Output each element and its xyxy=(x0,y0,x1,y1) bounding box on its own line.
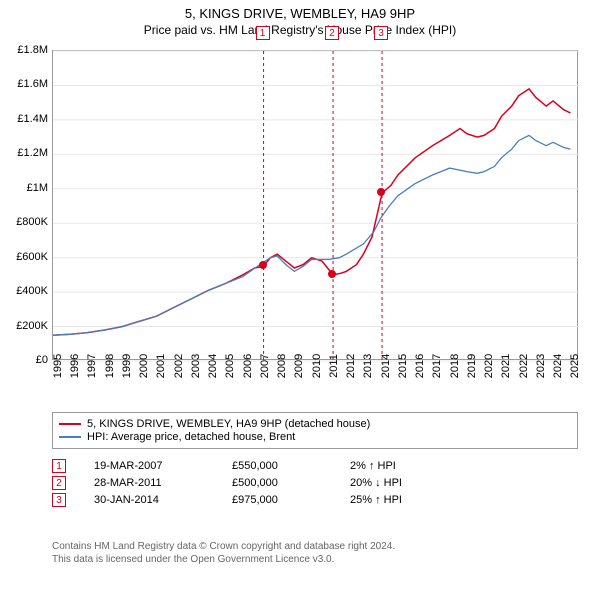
x-tick-label: 1995 xyxy=(52,354,64,378)
sales-row-1: 1 19-MAR-2007 £550,000 2% ↑ HPI xyxy=(52,459,440,473)
sales-row-3: 3 30-JAN-2014 £975,000 25% ↑ HPI xyxy=(52,493,440,507)
sale-marker-1: 1 xyxy=(256,26,270,40)
chart-container: 5, KINGS DRIVE, WEMBLEY, HA9 9HP Price p… xyxy=(0,0,600,590)
sale-date: 19-MAR-2007 xyxy=(94,460,204,472)
y-tick-label: £1M xyxy=(0,182,48,194)
x-tick-label: 2024 xyxy=(552,354,564,378)
y-tick-label: £0 xyxy=(0,354,48,366)
y-tick-label: £400K xyxy=(0,285,48,297)
x-tick-label: 2025 xyxy=(569,354,581,378)
footer-attribution: Contains HM Land Registry data © Crown c… xyxy=(52,540,395,566)
footer-line2: This data is licensed under the Open Gov… xyxy=(52,553,395,566)
sale-date: 30-JAN-2014 xyxy=(94,494,204,506)
x-tick-label: 1998 xyxy=(104,354,116,378)
chart-title: 5, KINGS DRIVE, WEMBLEY, HA9 9HP xyxy=(0,0,600,21)
sales-table: 1 19-MAR-2007 £550,000 2% ↑ HPI 2 28-MAR-2011… xyxy=(52,456,440,510)
x-tick-label: 2023 xyxy=(535,354,547,378)
sale-point-2 xyxy=(328,270,336,278)
sale-point-3 xyxy=(377,188,385,196)
x-tick-label: 2018 xyxy=(449,354,461,378)
sale-delta: 2% ↑ HPI xyxy=(350,460,440,472)
sale-price: £975,000 xyxy=(232,494,322,506)
sale-delta: 25% ↑ HPI xyxy=(350,494,440,506)
x-tick-label: 2005 xyxy=(224,354,236,378)
legend-swatch xyxy=(59,436,81,438)
chart-svg xyxy=(53,51,579,361)
x-tick-label: 2010 xyxy=(311,354,323,378)
x-tick-label: 2017 xyxy=(431,354,443,378)
x-tick-label: 2020 xyxy=(483,354,495,378)
x-tick-label: 2004 xyxy=(207,354,219,378)
x-tick-label: 2014 xyxy=(380,354,392,378)
legend: 5, KINGS DRIVE, WEMBLEY, HA9 9HP (detach… xyxy=(52,412,578,449)
x-tick-label: 2016 xyxy=(414,354,426,378)
sale-marker-box: 2 xyxy=(52,476,66,490)
sales-row-2: 2 28-MAR-2011 £500,000 20% ↓ HPI xyxy=(52,476,440,490)
x-tick-label: 1997 xyxy=(86,354,98,378)
sale-date: 28-MAR-2011 xyxy=(94,477,204,489)
sale-marker-box: 3 xyxy=(52,493,66,507)
x-tick-label: 2008 xyxy=(276,354,288,378)
x-tick-label: 1996 xyxy=(69,354,81,378)
sale-delta: 20% ↓ HPI xyxy=(350,477,440,489)
sale-marker-box: 1 xyxy=(52,459,66,473)
y-tick-label: £600K xyxy=(0,251,48,263)
series-price_paid xyxy=(53,89,570,335)
sale-price: £550,000 xyxy=(232,460,322,472)
legend-item-hpi: HPI: Average price, detached house, Bren… xyxy=(59,431,571,443)
x-tick-label: 2011 xyxy=(328,354,340,378)
x-tick-label: 2000 xyxy=(138,354,150,378)
sale-marker-3: 3 xyxy=(374,26,388,40)
sale-point-1 xyxy=(259,261,267,269)
sale-marker-2: 2 xyxy=(325,26,339,40)
y-tick-label: £1.8M xyxy=(0,44,48,56)
y-tick-label: £1.6M xyxy=(0,78,48,90)
x-tick-label: 2022 xyxy=(518,354,530,378)
legend-label: 5, KINGS DRIVE, WEMBLEY, HA9 9HP (detach… xyxy=(87,418,370,430)
y-tick-label: £1.4M xyxy=(0,113,48,125)
x-tick-label: 1999 xyxy=(121,354,133,378)
y-tick-label: £1.2M xyxy=(0,147,48,159)
x-tick-label: 2001 xyxy=(155,354,167,378)
x-tick-label: 2021 xyxy=(500,354,512,378)
footer-line1: Contains HM Land Registry data © Crown c… xyxy=(52,540,395,553)
x-tick-label: 2003 xyxy=(190,354,202,378)
x-tick-label: 2002 xyxy=(173,354,185,378)
legend-swatch xyxy=(59,423,81,425)
y-tick-label: £200K xyxy=(0,320,48,332)
x-tick-label: 2013 xyxy=(362,354,374,378)
legend-label: HPI: Average price, detached house, Bren… xyxy=(87,431,295,443)
x-tick-label: 2007 xyxy=(259,354,271,378)
sale-price: £500,000 xyxy=(232,477,322,489)
x-tick-label: 2019 xyxy=(466,354,478,378)
series-hpi xyxy=(53,135,570,335)
legend-item-price_paid: 5, KINGS DRIVE, WEMBLEY, HA9 9HP (detach… xyxy=(59,418,571,430)
y-tick-label: £800K xyxy=(0,216,48,228)
x-tick-label: 2009 xyxy=(293,354,305,378)
plot-area xyxy=(52,50,578,360)
x-tick-label: 2006 xyxy=(242,354,254,378)
chart-subtitle: Price paid vs. HM Land Registry's House … xyxy=(0,21,600,43)
x-tick-label: 2015 xyxy=(397,354,409,378)
x-tick-label: 2012 xyxy=(345,354,357,378)
